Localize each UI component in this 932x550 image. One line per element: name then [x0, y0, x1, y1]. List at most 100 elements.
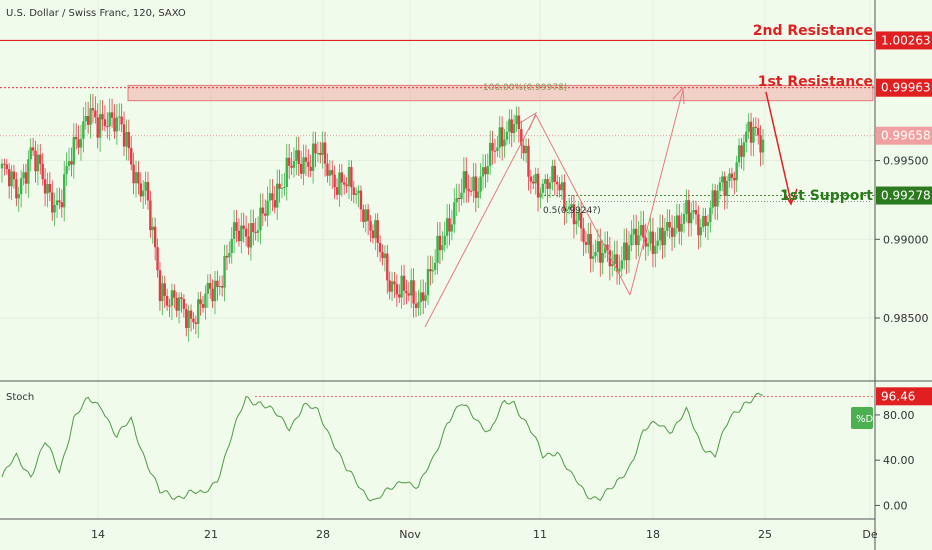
candle-body: [505, 131, 509, 140]
candle-body: [725, 180, 729, 196]
candle-body: [417, 302, 420, 308]
price-axis[interactable]: 0.99500 0.99000 0.98500 1.00263 0.99963 0.996…: [875, 31, 932, 325]
candle-body: [529, 176, 533, 182]
candle-body: [144, 181, 147, 191]
first-support-tag: [876, 186, 932, 205]
candle-body: [498, 127, 501, 148]
candle-body: [10, 171, 13, 187]
candle-body: [17, 194, 20, 199]
time-tick-label: De: [862, 528, 877, 541]
candle-body: [678, 215, 681, 232]
candle-body: [680, 223, 683, 232]
candle-body: [460, 192, 463, 200]
candle-body: [646, 243, 650, 247]
projection-arrowhead: [519, 111, 538, 131]
candle-body: [469, 190, 473, 192]
candle-body: [113, 117, 116, 132]
candle-body: [759, 135, 762, 153]
candle-body: [687, 200, 691, 224]
time-axis[interactable]: 14 21 28 Nov 11 18 25 De: [91, 528, 878, 541]
stoch-label: Stoch: [6, 392, 34, 403]
candle-body: [761, 139, 765, 153]
stoch-axis[interactable]: 80.00 40.00 0.00 96.46 %D: [851, 387, 932, 512]
projection-line: [535, 114, 631, 296]
candle-body: [264, 213, 267, 216]
candle-body: [608, 250, 612, 267]
second-resistance-tag-text: 1.00263: [881, 33, 931, 47]
stoch-line: [1, 392, 764, 502]
candle-body: [58, 200, 61, 203]
time-tick-label: 18: [646, 528, 660, 541]
candle-body: [333, 174, 336, 188]
candle-body: [120, 116, 123, 125]
candle-body: [565, 209, 568, 211]
candle-body: [407, 293, 411, 296]
candle-body: [273, 200, 277, 208]
stoch-value-tag-text: 96.46: [881, 389, 915, 403]
candle-body: [185, 308, 188, 328]
candle-body: [252, 223, 255, 232]
time-tick-label: 11: [533, 528, 547, 541]
candle-body: [690, 212, 693, 224]
candle-body: [424, 295, 427, 301]
candle-body: [72, 137, 75, 165]
first-support-tag-text: 0.99278: [881, 189, 931, 203]
candle-body: [24, 172, 28, 184]
candle-body: [405, 290, 408, 294]
candle-body: [134, 172, 138, 184]
candle-body: [304, 157, 308, 162]
candle-body: [230, 238, 233, 253]
candle-body: [256, 230, 260, 233]
candle-body: [151, 226, 154, 231]
candle-body: [106, 126, 109, 128]
candle-body: [280, 187, 284, 189]
candle-body: [534, 173, 537, 184]
candle-body: [419, 292, 422, 303]
candle-body: [481, 167, 485, 177]
candle-body: [321, 142, 324, 155]
label-first-support: 1st Support: [780, 188, 873, 204]
candle-body: [661, 227, 664, 246]
candle-body: [19, 178, 23, 195]
candle-body: [163, 283, 166, 296]
candle-body: [115, 117, 119, 132]
candle-body: [22, 172, 25, 179]
candle-body: [43, 179, 47, 194]
candle-body: [177, 297, 181, 311]
candle-body: [51, 192, 54, 213]
candle-body: [94, 110, 97, 118]
candle-body: [532, 181, 535, 184]
candle-body: [297, 150, 300, 165]
candle-body: [276, 183, 279, 208]
candle-body: [577, 212, 580, 221]
candle-body: [716, 190, 719, 207]
candle-body: [86, 116, 90, 125]
candle-body: [249, 223, 253, 248]
candle-body: [634, 228, 638, 246]
candle-body: [311, 143, 315, 171]
projection-line: [629, 89, 684, 296]
candle-body: [34, 150, 37, 172]
candle-body: [357, 190, 360, 194]
candle-body: [637, 235, 640, 246]
candle-body: [737, 145, 741, 163]
candle-body: [149, 200, 152, 231]
candle-body: [374, 220, 377, 239]
candle-body: [53, 205, 56, 213]
candle-body: [757, 128, 760, 136]
candle-body: [247, 236, 250, 248]
candle-body: [307, 161, 310, 167]
candle-body: [611, 263, 614, 267]
candle-body: [331, 170, 334, 175]
candle-body: [630, 234, 633, 246]
candle-body: [340, 172, 344, 183]
candle-body: [347, 166, 351, 187]
candle-body: [271, 193, 274, 201]
candle-body: [89, 108, 92, 125]
candle-body: [745, 131, 748, 143]
candle-body: [338, 172, 341, 195]
resistance-zone: [127, 84, 874, 102]
candle-body: [673, 228, 676, 237]
candle-body: [216, 280, 219, 287]
